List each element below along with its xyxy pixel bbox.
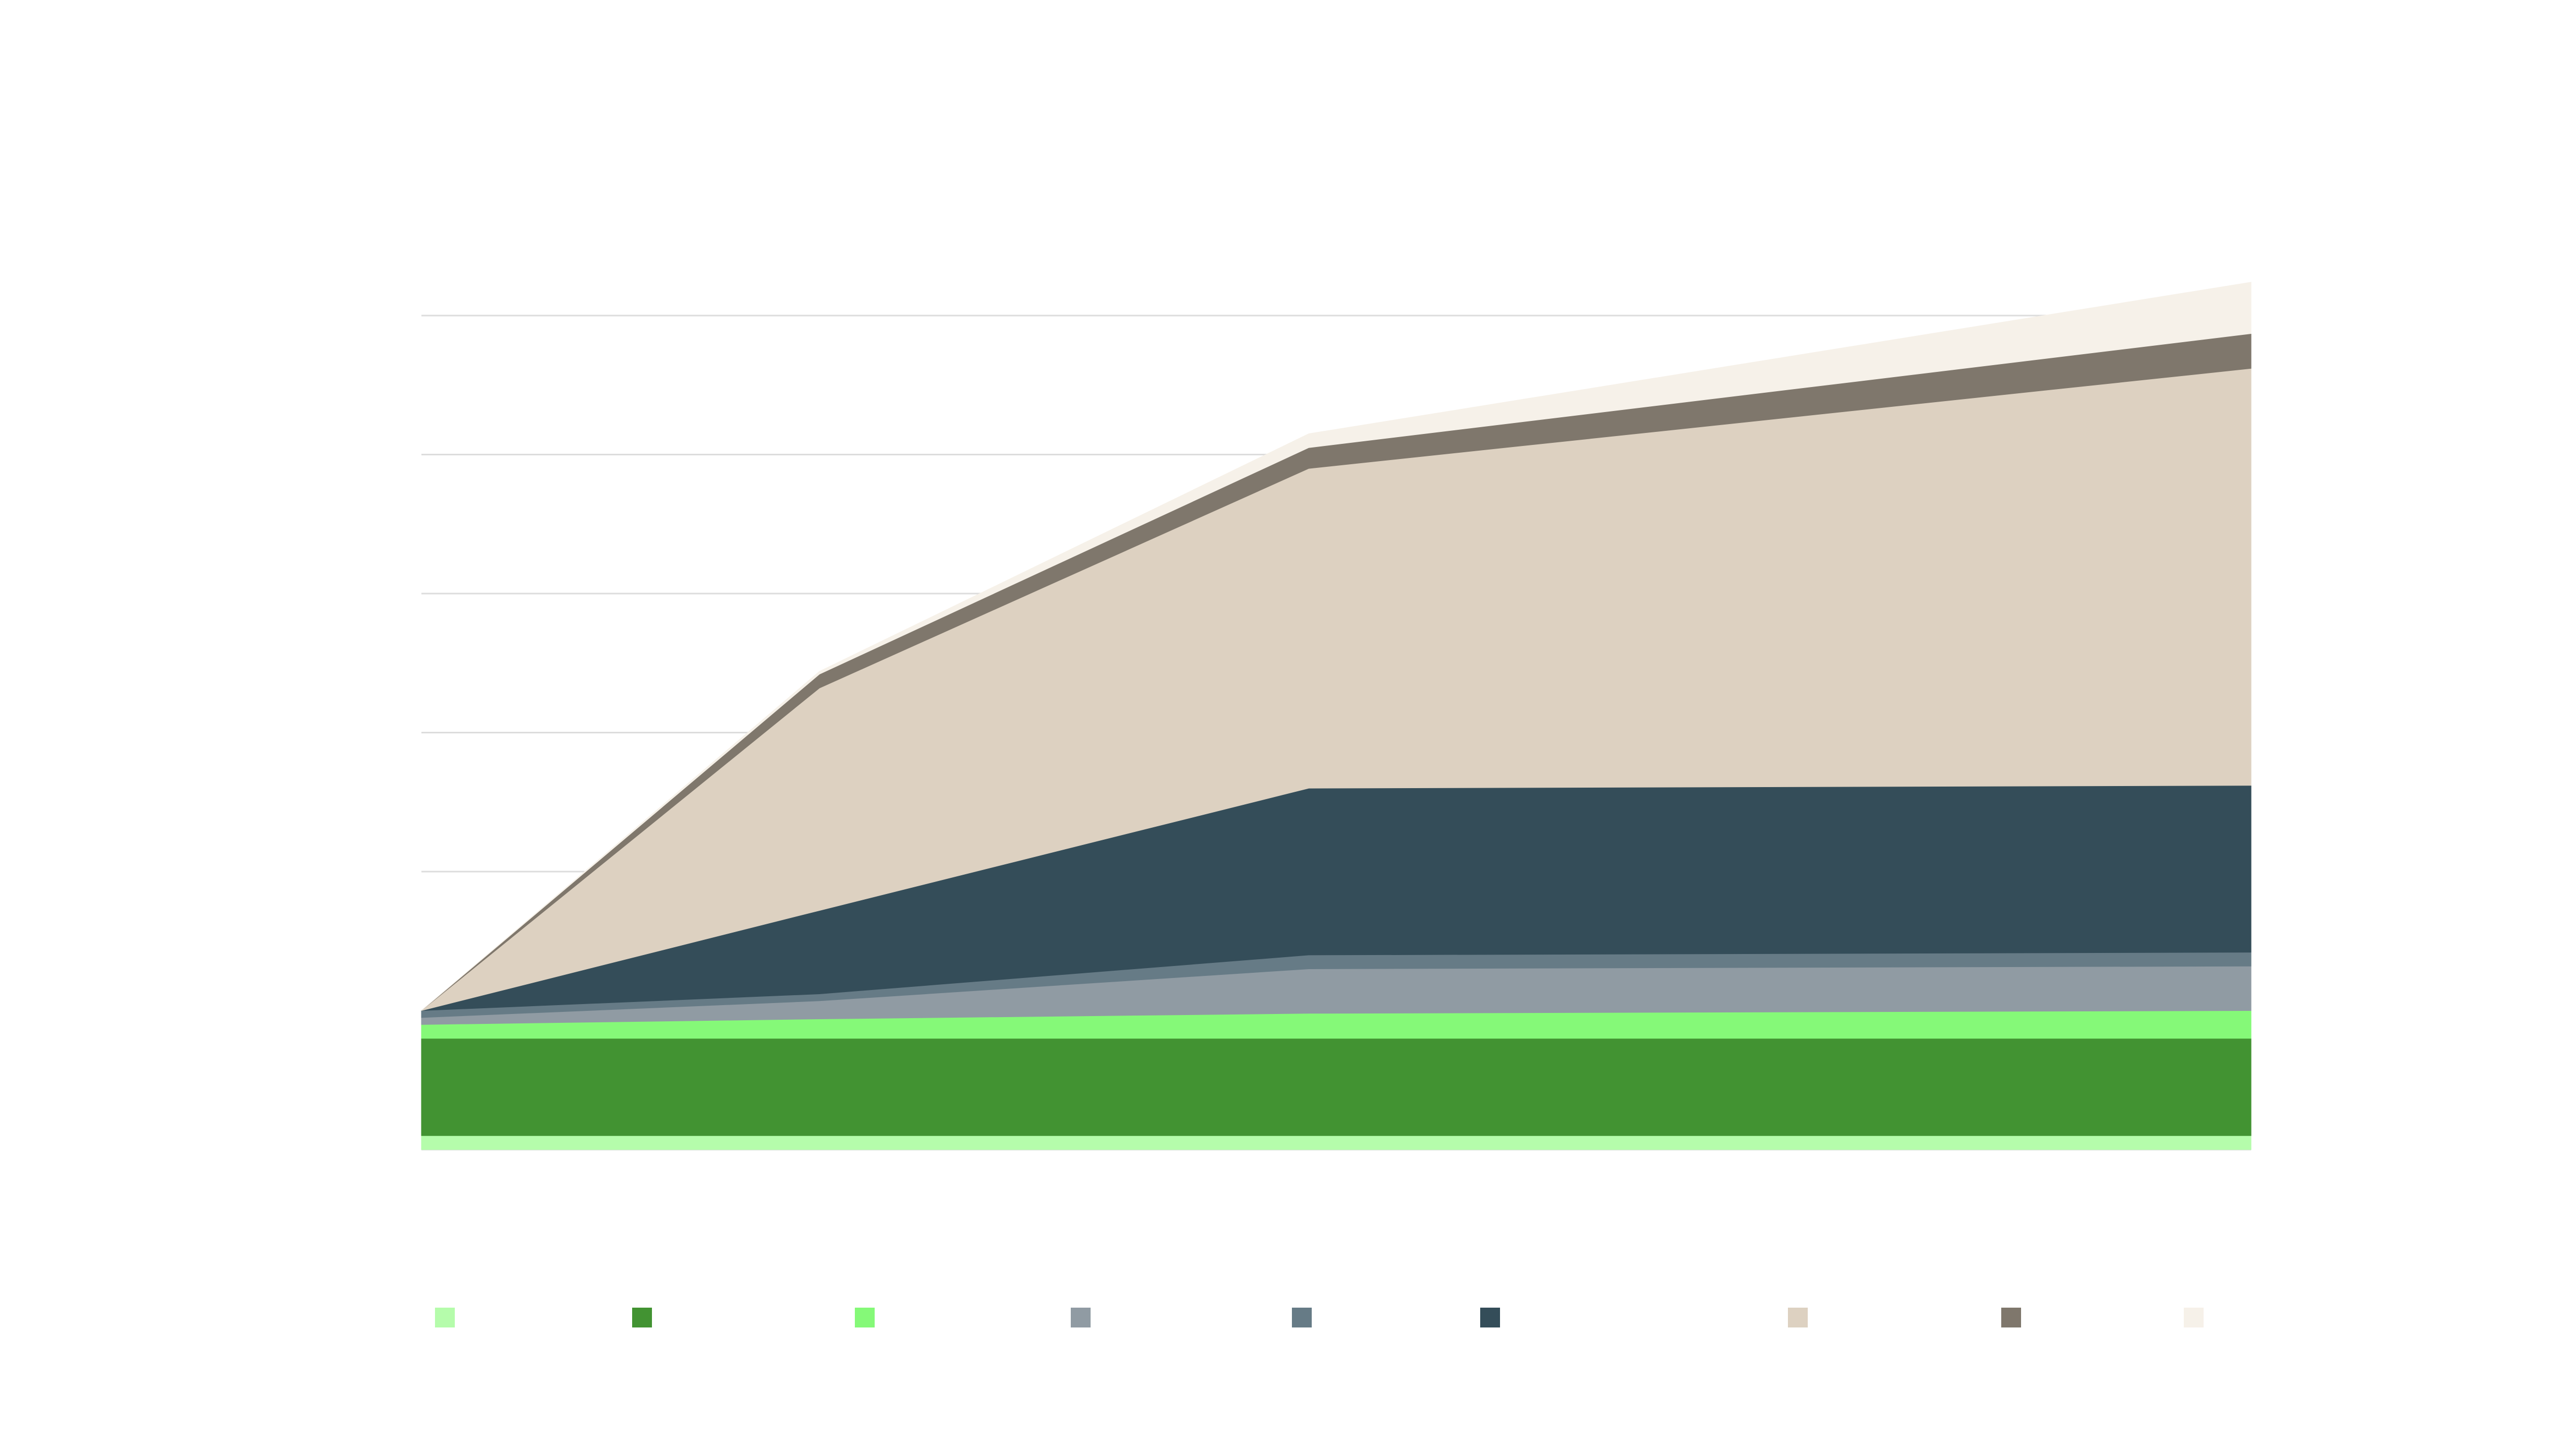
legend-swatch-8 <box>2001 1308 2021 1327</box>
legend-swatch-2 <box>632 1308 652 1327</box>
area-series-2 <box>421 1038 2252 1136</box>
legend-swatch-5 <box>1292 1308 1312 1327</box>
chart-areas <box>421 282 2252 1150</box>
area-series-9 <box>421 282 2252 1011</box>
legend-swatch-6 <box>1480 1308 1500 1327</box>
legend-swatch-7 <box>1788 1308 1808 1327</box>
legend-swatch-9 <box>2184 1308 2204 1327</box>
legend-swatch-4 <box>1071 1308 1091 1327</box>
chart-legend <box>435 1308 2204 1327</box>
legend-swatch-1 <box>435 1308 455 1327</box>
area-series-1 <box>421 1135 2252 1150</box>
legend-swatch-3 <box>855 1308 875 1327</box>
